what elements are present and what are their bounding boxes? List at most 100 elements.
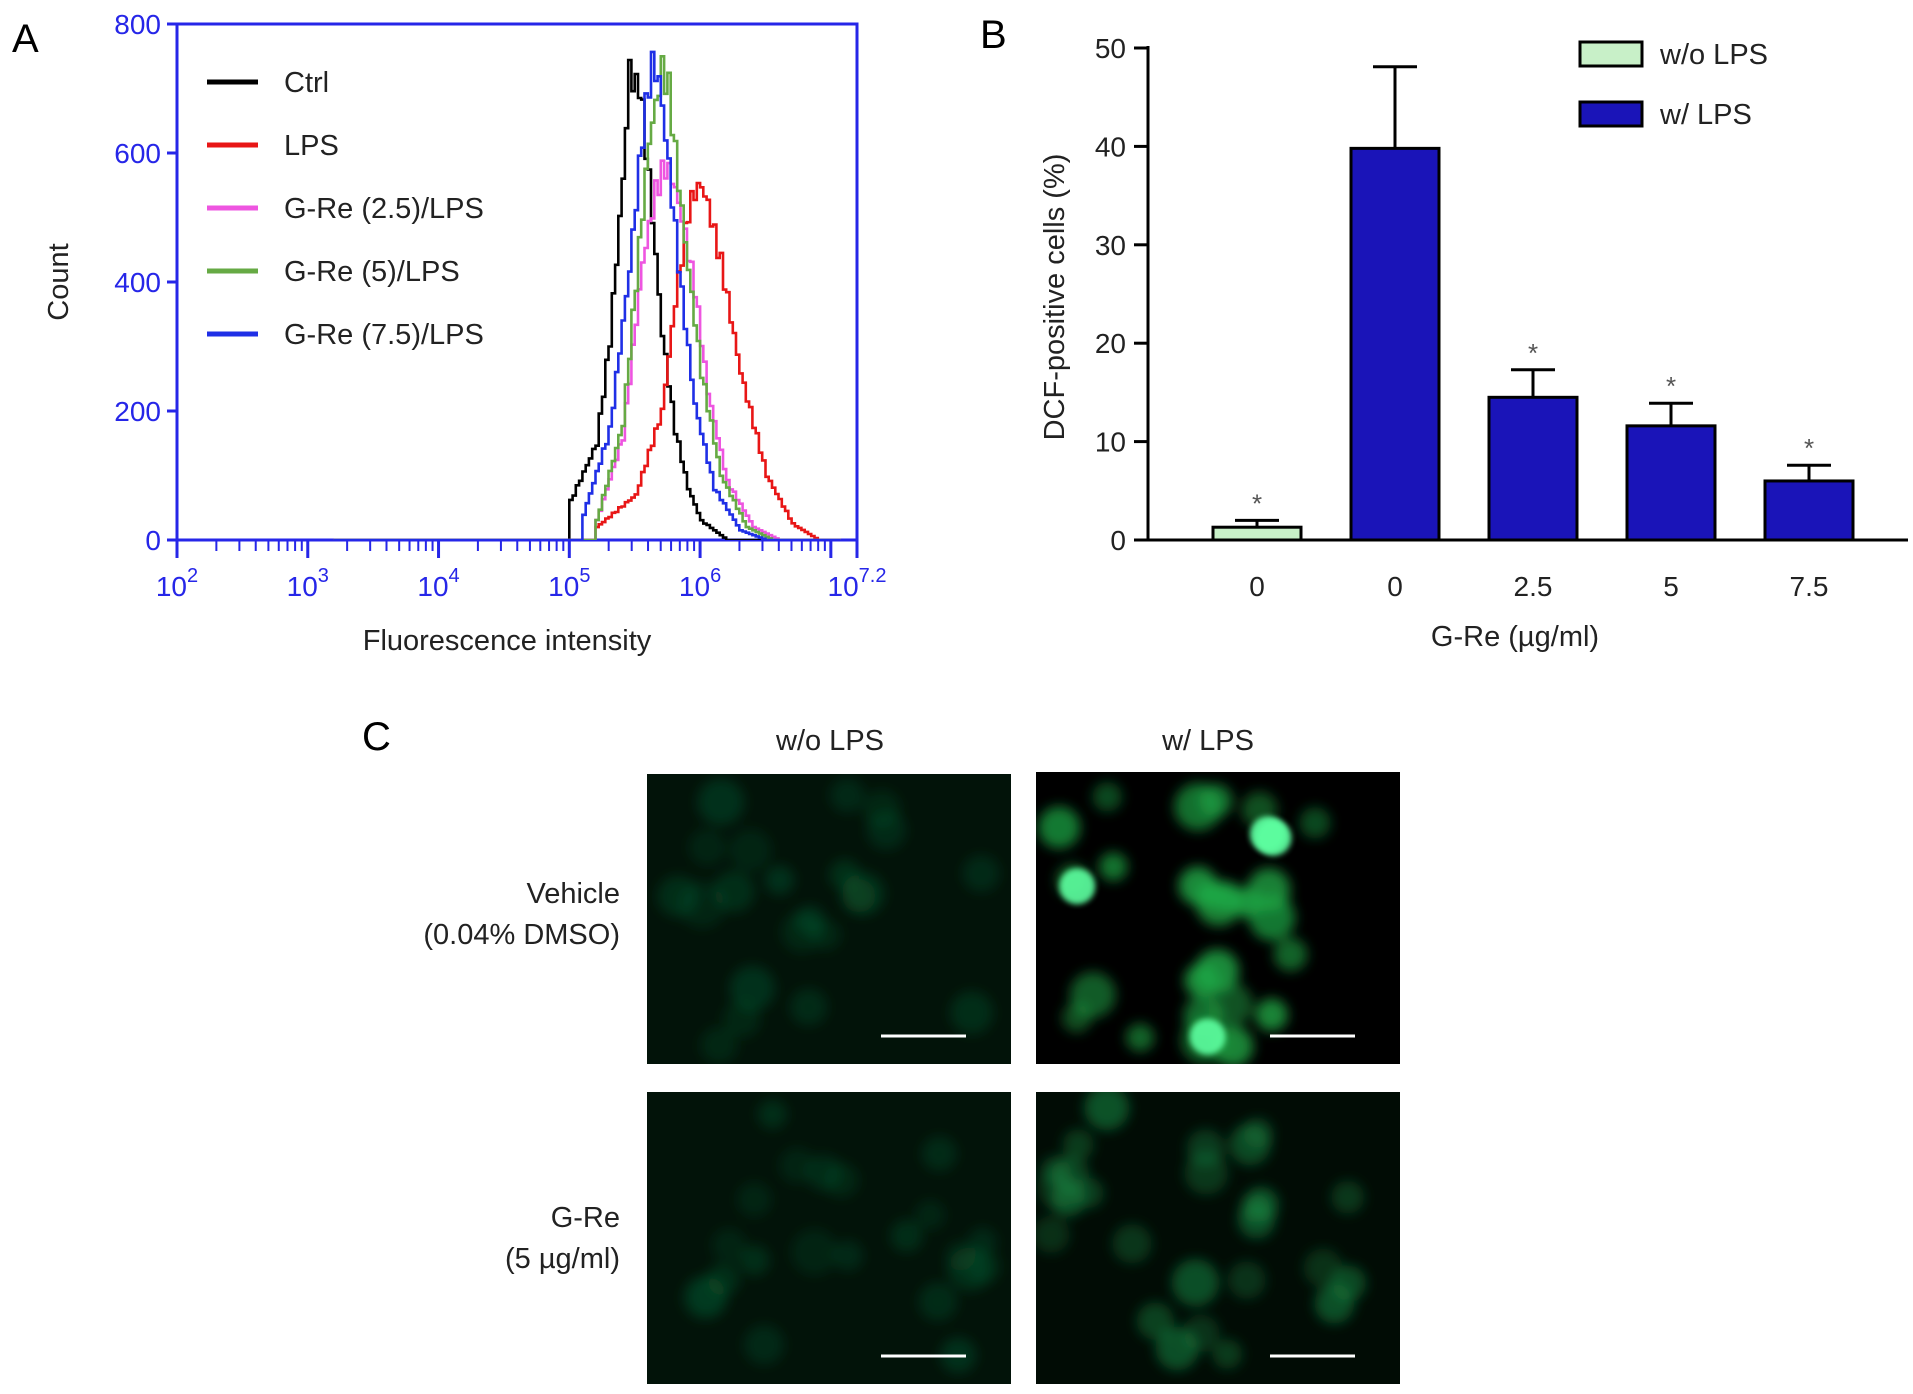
micrograph-cell: [962, 855, 1000, 892]
panel-b-bar: [1763, 479, 1855, 542]
panel-a-series-line: [333, 50, 841, 540]
micrograph-cell: [1273, 937, 1308, 972]
panel-a-legend-label: Ctrl: [284, 67, 329, 99]
micrograph-cell: [697, 778, 745, 826]
panel-b-legend-label: w/o LPS: [1659, 39, 1768, 71]
micrograph-gre-without-lps: [647, 1092, 1011, 1384]
panel-b-bar-chart: B 0 10 20 30 40 50 0 * 0 2.5 * 5 * 7.5 * w/o LPS w/ LP…: [980, 13, 1908, 653]
micrograph-cell: [841, 871, 885, 916]
micrograph-cells: [1036, 1092, 1367, 1371]
panel-a-series-line: [333, 181, 841, 540]
panel-a-series-line: [333, 58, 841, 540]
panel-b-significance-mark: *: [1666, 371, 1676, 401]
panel-a-legend-label: G-Re (5)/LPS: [284, 256, 460, 288]
micrograph-cell: [1331, 1180, 1365, 1214]
panel-a-x-tick-label: 107.2: [828, 565, 887, 602]
micrograph-cell: [686, 1276, 727, 1317]
panel-b-significance-mark: *: [1528, 338, 1538, 368]
micrograph-cell: [1229, 1123, 1271, 1166]
panel-b-bar: [1349, 146, 1441, 542]
micrograph-cell: [1126, 1023, 1155, 1052]
panel-a-x-axis-label: Fluorescence intensity: [363, 625, 652, 657]
micrograph-cell: [1084, 1092, 1130, 1131]
micrograph-cell: [1182, 1314, 1220, 1352]
panel-a-y-tick-label: 600: [114, 138, 161, 169]
panel-b-y-tick-label: 20: [1095, 328, 1126, 359]
micrograph-cell: [657, 875, 699, 917]
micrograph-cell: [965, 1249, 1001, 1284]
panel-c-letter: C: [362, 715, 391, 759]
micrograph-cell: [1237, 1201, 1276, 1239]
panel-a-x-tick-label: 102: [156, 565, 198, 602]
panel-a-histogram: A 0 200 400 600 800 102 103 104 105 106 107.2 Ctrl…: [12, 9, 886, 657]
panel-a-legend-label: G-Re (7.5)/LPS: [284, 319, 484, 351]
micrograph-cell: [744, 1324, 785, 1365]
panel-b-letter: B: [980, 13, 1007, 57]
panel-a-x-tick-label: 103: [287, 565, 329, 602]
panel-a-legend-label: LPS: [284, 130, 339, 162]
micrograph-cell: [1174, 783, 1222, 831]
micrograph-cell: [1092, 781, 1123, 812]
panel-b-y-tick-label: 50: [1095, 33, 1126, 64]
panel-b-significance-mark: *: [1252, 488, 1262, 518]
panel-a-y-tick-label: 800: [114, 9, 161, 40]
micrograph-cell: [829, 778, 865, 813]
micrograph-cell: [1195, 949, 1240, 994]
micrograph-cell: [711, 1228, 746, 1263]
micrograph-cell: [950, 991, 994, 1035]
micrograph-cell: [757, 1099, 788, 1129]
micrograph-vehicle-without-lps: [647, 774, 1011, 1064]
panel-a-y-tick-label: 200: [114, 396, 161, 427]
panel-a-y-tick-label: 400: [114, 267, 161, 298]
panel-b-legend-swatch: [1578, 100, 1644, 128]
micrograph-cell: [1227, 1261, 1266, 1300]
panel-a-series-line: [333, 159, 841, 540]
micrograph-cell: [1136, 1302, 1174, 1340]
panel-b-y-tick-label: 0: [1110, 525, 1126, 556]
panel-c-column-label-with-lps: w/ LPS: [1161, 725, 1254, 757]
panel-c-column-label-without-lps: w/o LPS: [775, 725, 884, 757]
panel-b-x-tick-label: 5: [1663, 571, 1679, 602]
panel-b-significance-mark: *: [1804, 433, 1814, 463]
micrograph-cell: [921, 1136, 957, 1172]
micrograph-cell: [915, 1200, 945, 1230]
micrograph-cell: [1255, 998, 1288, 1032]
micrograph-cell: [866, 810, 907, 850]
panel-a-letter: A: [12, 17, 39, 61]
micrograph-cells: [681, 1099, 1001, 1374]
micrograph-cell: [688, 828, 726, 866]
panel-c-row-label-vehicle-line2: (0.04% DMSO): [423, 919, 620, 951]
micrograph-cell: [1330, 1265, 1367, 1301]
panel-c-row-label-vehicle-line1: Vehicle: [526, 878, 620, 910]
panel-b-x-tick-label: 7.5: [1790, 571, 1829, 602]
panel-a-x-tick-label: 106: [679, 565, 721, 602]
micrograph-cell: [1171, 1259, 1220, 1307]
micrograph-cell: [1195, 880, 1242, 927]
panel-b-x-tick-label: 2.5: [1514, 571, 1553, 602]
micrograph-cell: [779, 1147, 816, 1184]
micrograph-cell: [1038, 806, 1081, 849]
panel-a-y-tick-label: 0: [145, 525, 161, 556]
panel-c-row-label-gre-line1: G-Re: [551, 1202, 620, 1234]
micrograph-cell: [781, 911, 823, 953]
micrograph-cells: [657, 778, 1000, 1064]
micrograph-cell: [823, 1162, 859, 1198]
panel-a-x-tick-label: 105: [548, 565, 590, 602]
micrograph-cell: [764, 865, 795, 895]
panel-a-series-line: [333, 55, 841, 540]
panel-b-y-tick-label: 30: [1095, 230, 1126, 261]
panel-b-bar: [1211, 525, 1303, 542]
micrograph-vehicle-with-lps: [1036, 772, 1400, 1064]
micrograph-cell: [713, 870, 755, 913]
micrograph-cell: [737, 1182, 772, 1217]
panel-b-legend-label: w/ LPS: [1659, 99, 1752, 131]
micrograph-cell: [728, 829, 772, 872]
panel-b-y-tick-label: 40: [1095, 131, 1126, 162]
panel-b-x-axis-label: G-Re (µg/ml): [1431, 621, 1599, 653]
micrograph-cell: [832, 1240, 864, 1271]
panel-b-x-tick-label: 0: [1387, 571, 1403, 602]
micrograph-cell: [1112, 1224, 1152, 1264]
micrograph-cell: [918, 1282, 958, 1321]
panel-c-row-label-gre-line2: (5 µg/ml): [505, 1243, 620, 1275]
